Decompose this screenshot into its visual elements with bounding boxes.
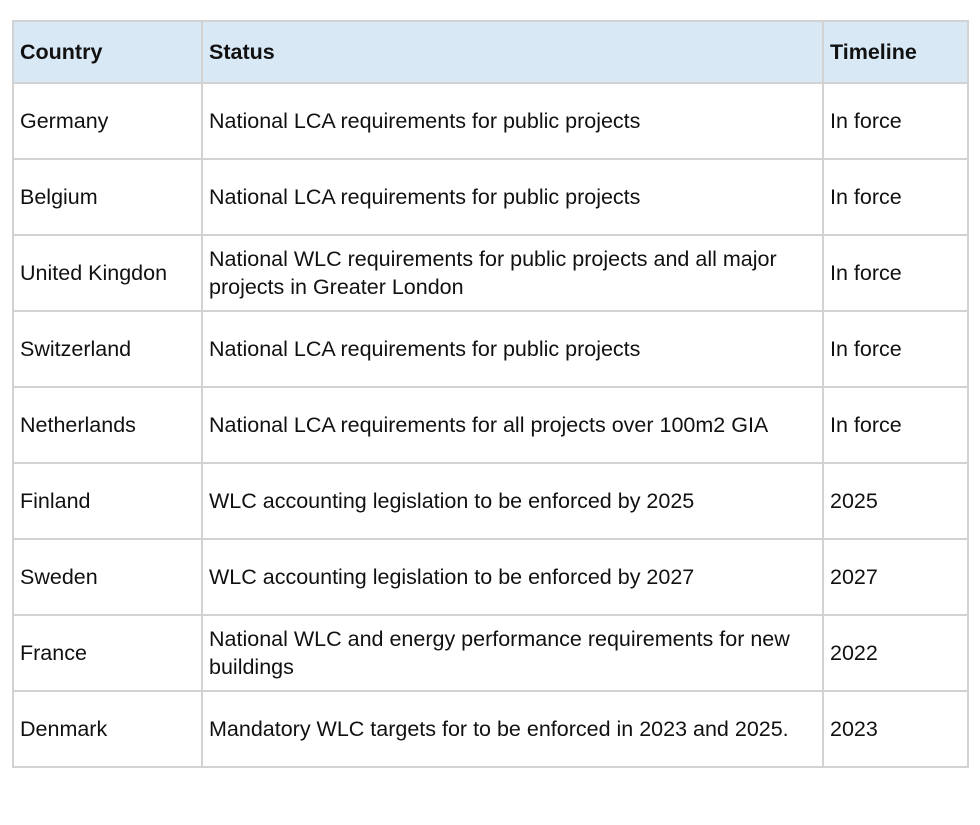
table-row: Belgium National LCA requirements for pu… [12, 158, 969, 236]
timeline-cell: 2025 [822, 462, 969, 540]
status-cell: National WLC requirements for public pro… [201, 234, 824, 312]
country-cell: France [12, 614, 203, 692]
table-row: Sweden WLC accounting legislation to be … [12, 538, 969, 616]
table-header: Country Status Timeline [12, 20, 969, 84]
table-row: United Kingdon National WLC requirements… [12, 234, 969, 312]
timeline-cell: 2022 [822, 614, 969, 692]
table-body: Germany National LCA requirements for pu… [12, 82, 969, 768]
header-row: Country Status Timeline [12, 20, 969, 84]
status-cell: WLC accounting legislation to be enforce… [201, 538, 824, 616]
timeline-cell: 2027 [822, 538, 969, 616]
country-cell: Germany [12, 82, 203, 160]
table-row: Denmark Mandatory WLC targets for to be … [12, 690, 969, 768]
status-cell: Mandatory WLC targets for to be enforced… [201, 690, 824, 768]
status-cell: National LCA requirements for public pro… [201, 310, 824, 388]
timeline-cell: In force [822, 386, 969, 464]
timeline-cell: In force [822, 82, 969, 160]
table-row: Finland WLC accounting legislation to be… [12, 462, 969, 540]
country-cell: United Kingdon [12, 234, 203, 312]
status-cell: National LCA requirements for all projec… [201, 386, 824, 464]
country-cell: Denmark [12, 690, 203, 768]
country-cell: Finland [12, 462, 203, 540]
header-status: Status [201, 20, 824, 84]
timeline-cell: In force [822, 310, 969, 388]
table-row: Switzerland National LCA requirements fo… [12, 310, 969, 388]
country-cell: Switzerland [12, 310, 203, 388]
country-cell: Netherlands [12, 386, 203, 464]
policy-table-container: Country Status Timeline Germany National… [12, 20, 969, 768]
table-row: France National WLC and energy performan… [12, 614, 969, 692]
status-cell: National LCA requirements for public pro… [201, 82, 824, 160]
country-cell: Sweden [12, 538, 203, 616]
table-row: Netherlands National LCA requirements fo… [12, 386, 969, 464]
table-row: Germany National LCA requirements for pu… [12, 82, 969, 160]
status-cell: National WLC and energy performance requ… [201, 614, 824, 692]
timeline-cell: In force [822, 158, 969, 236]
header-country: Country [12, 20, 203, 84]
status-cell: WLC accounting legislation to be enforce… [201, 462, 824, 540]
status-cell: National LCA requirements for public pro… [201, 158, 824, 236]
country-cell: Belgium [12, 158, 203, 236]
policy-table: Country Status Timeline Germany National… [12, 20, 969, 768]
timeline-cell: 2023 [822, 690, 969, 768]
timeline-cell: In force [822, 234, 969, 312]
header-timeline: Timeline [822, 20, 969, 84]
